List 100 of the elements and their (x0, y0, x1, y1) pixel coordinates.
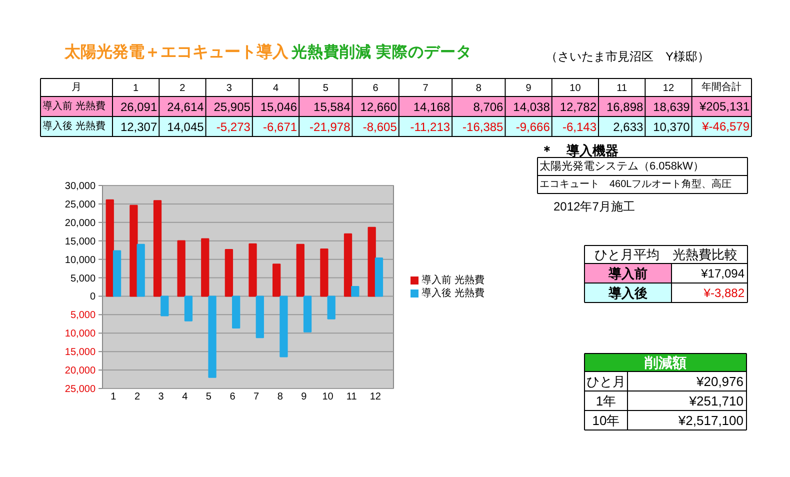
legend-label: 導入前 光熱費 (422, 274, 484, 286)
data-label: -6,671 (263, 120, 298, 134)
x-tick-label: 10 (322, 392, 334, 402)
data-label: -8,605 (362, 120, 398, 134)
y-tick-label: 5,000 (70, 310, 96, 322)
x-tick-label: 4 (272, 83, 279, 94)
y-tick-label: 30,000 (64, 181, 96, 192)
data-label: -11,213 (410, 120, 450, 134)
y-tick-label: 10,000 (64, 328, 96, 340)
y-tick-label: 25,000 (64, 199, 96, 210)
data-label: 12,660 (360, 100, 398, 114)
y-tick-label: 5,000 (70, 273, 96, 284)
data-label: 12,307 (120, 120, 158, 134)
x-tick-label: 12 (370, 392, 382, 402)
data-label: 14,045 (167, 120, 204, 134)
y-tick-label: 25,000 (64, 384, 96, 395)
chart-subtitle: 光熱費削減 実際のデータ (290, 42, 472, 61)
data-label: ¥-46,579 (701, 120, 750, 134)
text: 導入後 (608, 285, 648, 300)
data-label: -21,978 (310, 120, 351, 134)
data-label: -16,385 (462, 120, 504, 134)
text: ¥251,710 (688, 393, 744, 408)
y-tick-label: 20,000 (64, 218, 96, 229)
bar (130, 204, 138, 297)
bar (153, 200, 162, 297)
bar (184, 296, 193, 322)
x-tick-label: 8 (277, 392, 284, 402)
bar (201, 238, 210, 297)
y-tick-label: 10,000 (64, 254, 96, 266)
data-label: -9,666 (516, 120, 550, 134)
data-label: 25,905 (214, 100, 251, 114)
y-tick-label: 15,000 (64, 347, 96, 358)
bar (112, 250, 122, 297)
data-label: 15,584 (314, 100, 351, 114)
x-tick-label: 3 (158, 392, 164, 402)
text: ＊ 導入機器 (540, 143, 618, 158)
x-tick-label: 7 (422, 83, 429, 94)
bar (296, 244, 304, 297)
bar (327, 296, 336, 320)
bar (368, 226, 376, 297)
bar (351, 286, 360, 297)
x-tick-label: 1 (110, 392, 117, 402)
data-label: -6,143 (562, 120, 597, 134)
data-label: 10,370 (653, 120, 690, 134)
data-label: 12,782 (560, 100, 597, 114)
y-tick-label: 導入後 光熱費 (42, 120, 106, 132)
bar (320, 248, 328, 297)
text: 削減額 (644, 354, 686, 370)
bar (136, 244, 145, 297)
bar (177, 240, 186, 297)
x-tick-label: 4 (182, 392, 188, 402)
x-tick-label: 1 (133, 83, 140, 94)
x-tick-label: 12 (662, 83, 674, 94)
text: ひと月平均 光熱費比較 (594, 247, 738, 262)
y-tick-label: 0 (90, 292, 96, 303)
x-axis-title: 月 (72, 82, 82, 93)
text: ¥-3,882 (702, 286, 745, 300)
data-label: 8,706 (473, 100, 504, 114)
x-tick-label: 9 (301, 392, 308, 402)
x-tick-label: 11 (346, 392, 358, 402)
text: ¥2,517,100 (677, 412, 744, 428)
x-tick-label: 8 (476, 83, 482, 94)
x-tick-label: 3 (226, 83, 232, 94)
bar (224, 249, 234, 297)
bar (272, 264, 281, 297)
y-tick-label: 15,000 (64, 236, 96, 248)
data-label: 16,898 (606, 100, 644, 114)
bar (256, 296, 264, 338)
text: ¥17,094 (700, 266, 745, 280)
text: ひと月 (586, 374, 626, 389)
data-label: 14,038 (513, 100, 550, 114)
data-label: 24,614 (167, 100, 204, 114)
data-label: 14,168 (413, 100, 450, 114)
x-tick-label: 10 (570, 83, 582, 94)
x-tick-label: 2 (180, 83, 186, 94)
bar (280, 296, 288, 358)
x-tick-label: 9 (526, 83, 532, 94)
bar (106, 199, 114, 297)
bar (208, 296, 216, 378)
chart-title: 太陽光発電＋エコキュート導入 (64, 43, 290, 61)
x-tick-label: 6 (372, 83, 379, 94)
data-label: 2,633 (613, 120, 644, 134)
data-label: 18,639 (653, 100, 690, 114)
x-tick-label: 5 (206, 392, 212, 402)
legend-label: 導入後 光熱費 (422, 287, 484, 299)
x-tick-label: 2 (134, 392, 140, 402)
bar (344, 233, 352, 297)
text: 2012年7月施工 (554, 200, 635, 214)
x-tick-label: 6 (230, 392, 236, 402)
text: 10年 (592, 412, 620, 428)
bar (232, 296, 240, 328)
x-tick-label: 11 (616, 83, 628, 94)
bar (248, 243, 257, 297)
x-tick-label: 5 (322, 83, 329, 94)
x-tick-label: 7 (254, 392, 260, 402)
text: 導入前 (608, 266, 648, 281)
data-label: 26,091 (120, 100, 158, 114)
text: ¥20,976 (696, 374, 744, 389)
text: （さいたま市見沼区 Y様邸） (546, 50, 710, 64)
data-label: -5,273 (216, 120, 251, 134)
